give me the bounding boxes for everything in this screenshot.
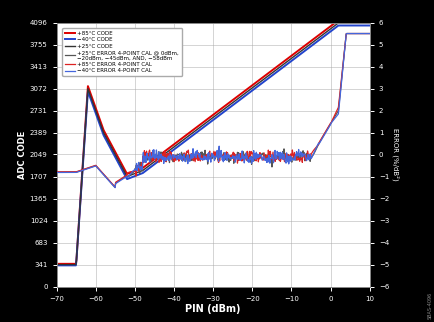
Text: SBAS-4096: SBAS-4096 bbox=[427, 292, 432, 319]
X-axis label: PIN (dBm): PIN (dBm) bbox=[185, 304, 240, 314]
Y-axis label: ERROR (%/dB²): ERROR (%/dB²) bbox=[391, 128, 398, 181]
Legend: +85°C CODE, −40°C CODE, +25°C CODE, +25°C ERROR 4-POINT CAL @ 0dBm,
−20dBm, −45d: +85°C CODE, −40°C CODE, +25°C CODE, +25°… bbox=[62, 28, 181, 76]
Y-axis label: ADC CODE: ADC CODE bbox=[18, 130, 26, 179]
